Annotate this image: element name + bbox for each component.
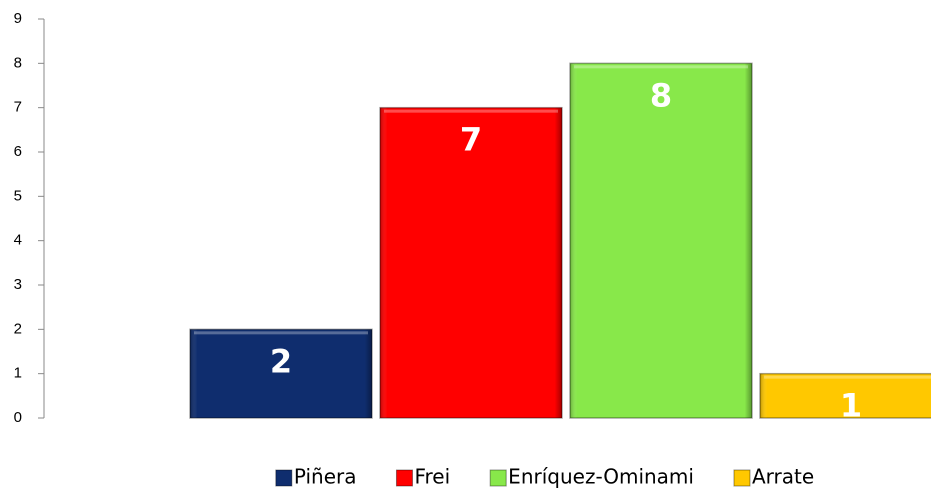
y-tick-label: 0 bbox=[14, 409, 22, 426]
bar-bevel bbox=[760, 373, 931, 418]
legend-swatch bbox=[395, 469, 413, 487]
y-tick-label: 9 bbox=[14, 10, 22, 27]
y-tick-label: 7 bbox=[14, 99, 22, 116]
legend-label: Arrate bbox=[752, 465, 814, 488]
legend-swatch bbox=[733, 469, 751, 487]
bar-bevel bbox=[570, 63, 752, 418]
y-tick-label: 2 bbox=[14, 320, 22, 337]
legend-label: Frei bbox=[414, 465, 450, 488]
legend-label: Enríquez-Ominami bbox=[508, 465, 694, 488]
data-label: 2 bbox=[270, 342, 292, 380]
legend-label: Piñera bbox=[294, 465, 357, 488]
y-tick-label: 4 bbox=[14, 232, 22, 249]
data-label: 7 bbox=[460, 121, 482, 159]
bar-bevel bbox=[190, 329, 372, 418]
legend: Piñera Frei Enríquez-Ominami Arrate bbox=[275, 465, 814, 488]
bar-highlight bbox=[764, 375, 931, 379]
bar-highlight bbox=[574, 65, 748, 69]
y-tick-label: 3 bbox=[14, 276, 22, 293]
legend-swatch bbox=[489, 469, 507, 487]
y-tick-label: 5 bbox=[14, 187, 22, 204]
y-tick-label: 8 bbox=[14, 54, 22, 71]
data-label: 1 bbox=[840, 387, 862, 425]
legend-swatch bbox=[275, 469, 293, 487]
y-tick-label: 6 bbox=[14, 143, 22, 160]
data-label: 8 bbox=[650, 76, 672, 114]
bar-bevel bbox=[380, 107, 562, 419]
bar-highlight bbox=[384, 109, 558, 113]
y-tick-label: 1 bbox=[14, 365, 22, 382]
bar-highlight bbox=[194, 331, 368, 335]
